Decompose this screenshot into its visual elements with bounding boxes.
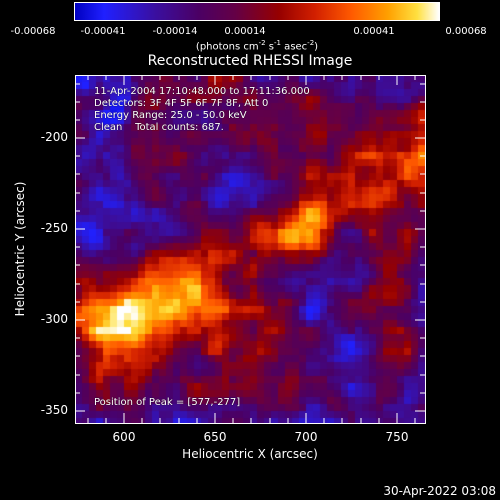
y-tick-label: -250 xyxy=(40,221,68,235)
x-tick-label: 600 xyxy=(112,430,136,444)
detectors-annotation: Detectors: 3F 4F 5F 6F 7F 8F, Att 0 xyxy=(94,98,269,109)
colorbar-tick-label: 0.00014 xyxy=(224,26,266,37)
clean-counts-annotation: Clean Total counts: 687. xyxy=(94,122,224,133)
y-tick-label: -200 xyxy=(40,130,68,144)
colorbar-tick-label: 0.00041 xyxy=(353,26,395,37)
plot-title: Reconstructed RHESSI Image xyxy=(147,53,353,69)
plot-area: 11-Apr-2004 17:10:48.000 to 17:11:36.000… xyxy=(75,75,425,424)
footer-date: 30-Apr-2022 03:08 xyxy=(383,484,496,498)
colorbar-tick-label: -0.00041 xyxy=(80,26,126,37)
colorbar-units: (photons cm-2 s-1 asec-2) xyxy=(195,39,319,53)
x-tick-label: 650 xyxy=(203,430,227,444)
peak-position-annotation: Position of Peak = [577,-277] xyxy=(94,397,241,408)
energy-range-annotation: Energy Range: 25.0 - 50.0 keV xyxy=(94,110,247,121)
x-tick-label: 750 xyxy=(385,430,409,444)
x-axis-label: Heliocentric X (arcsec) xyxy=(182,447,318,461)
x-tick-label: 700 xyxy=(294,430,318,444)
colorbar-tick-label: -0.00014 xyxy=(152,26,198,37)
y-tick-label: -350 xyxy=(40,403,68,417)
colorbar-tick-label: -0.00068 xyxy=(10,26,56,37)
time-range-annotation: 11-Apr-2004 17:10:48.000 to 17:11:36.000 xyxy=(94,86,310,97)
colorbar xyxy=(74,2,440,21)
y-axis-label: Heliocentric Y (arcsec) xyxy=(13,181,27,317)
y-tick-label: -300 xyxy=(40,312,68,326)
colorbar-tick-label: 0.00068 xyxy=(445,26,487,37)
